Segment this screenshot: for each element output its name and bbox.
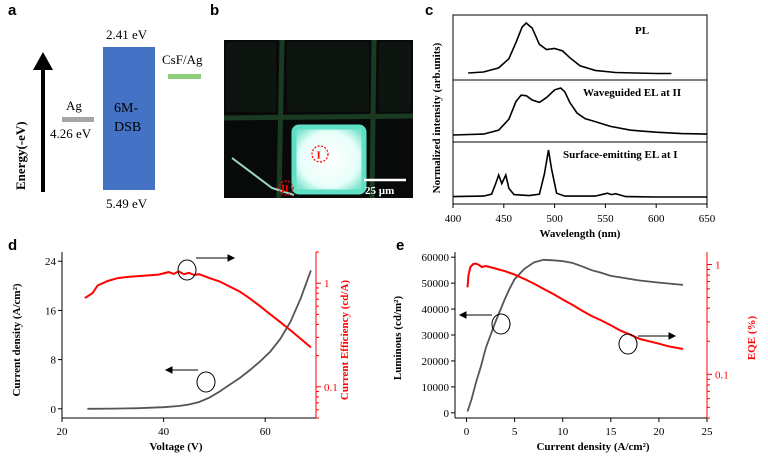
d-x-tick-label: 20 <box>57 426 69 438</box>
c-x-tick-label: 550 <box>597 213 614 225</box>
ag-work-function: 4.26 eV <box>50 126 92 141</box>
e-y-axis-label: Luminous (cd/m²) <box>392 296 404 381</box>
marker-II-label: II <box>281 184 289 195</box>
e-x-tick-label: 25 <box>702 426 714 438</box>
d-y-axis-label: Current density (A/cm²) <box>11 283 23 396</box>
cathode-label: CsF/Ag <box>162 52 203 67</box>
e-left-series-line <box>466 258 684 412</box>
d-y-tick-label: 0 <box>51 404 57 416</box>
e-x-tick-label: 0 <box>464 426 470 438</box>
waveguide-edge <box>231 157 295 196</box>
c-x-tick-label: 400 <box>445 213 462 225</box>
e-x-axis-label: Current density (A/cm²) <box>536 441 649 453</box>
e-x-tick-label: 10 <box>557 426 569 438</box>
e-y-tick-label: 10000 <box>422 382 450 394</box>
e-right-series-line <box>466 262 684 350</box>
c-x-axis-label: Wavelength (nm) <box>540 228 621 240</box>
e-y-tick-label: 50000 <box>422 278 450 290</box>
d-annotation <box>164 254 236 393</box>
d-y2-tick-label: 1 <box>324 278 330 290</box>
scale-bar-label: 25 µm <box>365 185 394 197</box>
c-x-tick-label: 650 <box>699 213 716 225</box>
energy-axis-arrow <box>33 52 53 192</box>
d-y2-tick-label: 0.1 <box>324 382 338 394</box>
c-subplot-frame <box>452 141 708 205</box>
subplot-label-waveguided: Waveguided EL at II <box>583 87 681 99</box>
d-x-axis-label: Voltage (V) <box>149 441 202 453</box>
c-spectrum-line <box>452 87 708 136</box>
d-x-tick-label: 60 <box>260 426 272 438</box>
e-x-tick-label: 15 <box>605 426 617 438</box>
ag-level-bar <box>62 117 94 122</box>
dsb-label-line2: DSB <box>114 120 141 135</box>
e-y-tick-label: 40000 <box>422 304 450 316</box>
e-y-tick-label: 20000 <box>422 356 450 368</box>
subplot-label-surface: Surface-emitting EL at I <box>563 149 678 161</box>
e-y-tick-label: 30000 <box>422 330 450 342</box>
subplot-label-pl: PL <box>635 25 649 37</box>
marker-I-label: I <box>317 150 321 162</box>
d-left-series-line <box>87 270 312 410</box>
panel-letter-a: a <box>8 2 17 19</box>
d-y-tick-label: 16 <box>45 305 57 317</box>
lumo-value: 2.41 eV <box>106 27 148 42</box>
pixel-grid <box>224 40 413 198</box>
c-spectrum-line <box>452 149 707 198</box>
d-right-series-line <box>84 270 312 349</box>
d-y-tick-label: 8 <box>51 355 57 367</box>
dsb-band-box <box>103 47 155 190</box>
luminance-eqe-chart: 0 5 10 15 20 25 0 10000 20000 30000 40000 50000 6000… <box>392 252 758 453</box>
e-y-tick-label: 60000 <box>422 252 450 264</box>
panel-letter-e: e <box>396 237 405 254</box>
d-y-tick-label: 24 <box>45 256 57 268</box>
panel-letter-c: c <box>425 2 434 19</box>
panel-letter-b: b <box>210 2 220 19</box>
e-y-tick-label: 0 <box>444 408 450 420</box>
current-efficiency-chart: 20 40 60 0 8 16 24 0.1 1 Voltage (V) Current den… <box>11 251 351 453</box>
spectra-chart: 400 450 500 550 600 650 PL Waveguided EL at I… <box>431 14 716 240</box>
microscope-image: I II 25 µm <box>224 40 413 198</box>
marker-II-circle <box>278 180 294 196</box>
c-x-tick-label: 450 <box>496 213 513 225</box>
d-y2-axis-label: Current Efficiency (cd/A) <box>339 280 351 400</box>
homo-value: 5.49 eV <box>106 196 148 211</box>
e-y2-axis-label: EQE (%) <box>746 316 758 361</box>
energy-level-diagram: Energy(-eV) Ag 4.26 eV 6M- DSB 2.41 eV 5… <box>13 27 203 211</box>
ag-label: Ag <box>66 98 82 113</box>
emitting-pixel <box>291 124 367 195</box>
dsb-label-line1: 6M- <box>114 101 138 116</box>
e-y2-tick-label: 1 <box>715 260 721 272</box>
c-y-axis-label: Normalized intensity (arb.units) <box>431 42 443 193</box>
marker-I-circle <box>311 145 329 163</box>
c-x-tick-label: 600 <box>648 213 665 225</box>
e-annotation <box>458 311 677 355</box>
e-x-tick-label: 5 <box>512 426 518 438</box>
e-y2-tick-label: 0.1 <box>715 369 729 381</box>
cathode-level-bar <box>168 74 201 79</box>
energy-axis-label: Energy(-eV) <box>13 121 28 190</box>
c-spectrum-line <box>468 21 672 75</box>
d-x-tick-label: 40 <box>158 426 170 438</box>
e-x-tick-label: 20 <box>653 426 665 438</box>
c-x-tick-label: 500 <box>546 213 563 225</box>
panel-letter-d: d <box>8 237 18 254</box>
